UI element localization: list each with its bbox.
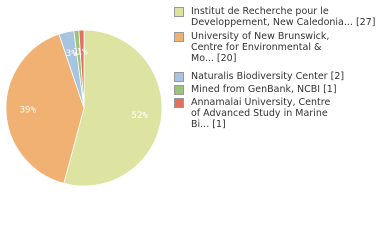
pie: 52% 39% 3%1%1% xyxy=(5,29,163,187)
legend-swatch xyxy=(174,98,184,108)
legend-swatch xyxy=(174,72,184,82)
legend-label: Annamalai University, Centre of Advanced… xyxy=(191,97,331,130)
legend-swatch xyxy=(174,7,184,17)
slice-label: 1% xyxy=(73,48,84,58)
pie-slice xyxy=(5,33,85,184)
legend-label: Institut de Recherche pour le Developpem… xyxy=(191,6,376,28)
legend-label: Mined from GenBank, NCBI [1] xyxy=(191,84,337,95)
pie-slice xyxy=(63,29,163,187)
slice-label: 39% xyxy=(20,105,37,115)
slice-label: 52% xyxy=(132,111,149,121)
slice-label: 1% xyxy=(77,47,88,57)
legend-swatch xyxy=(174,32,184,42)
pie-slice xyxy=(78,29,85,109)
legend-swatch xyxy=(174,85,184,95)
legend-label: University of New Brunswick, Centre for … xyxy=(191,31,330,64)
slice-label: 3% xyxy=(66,49,77,59)
legend-label: Naturalis Biodiversity Center [2] xyxy=(191,71,345,82)
